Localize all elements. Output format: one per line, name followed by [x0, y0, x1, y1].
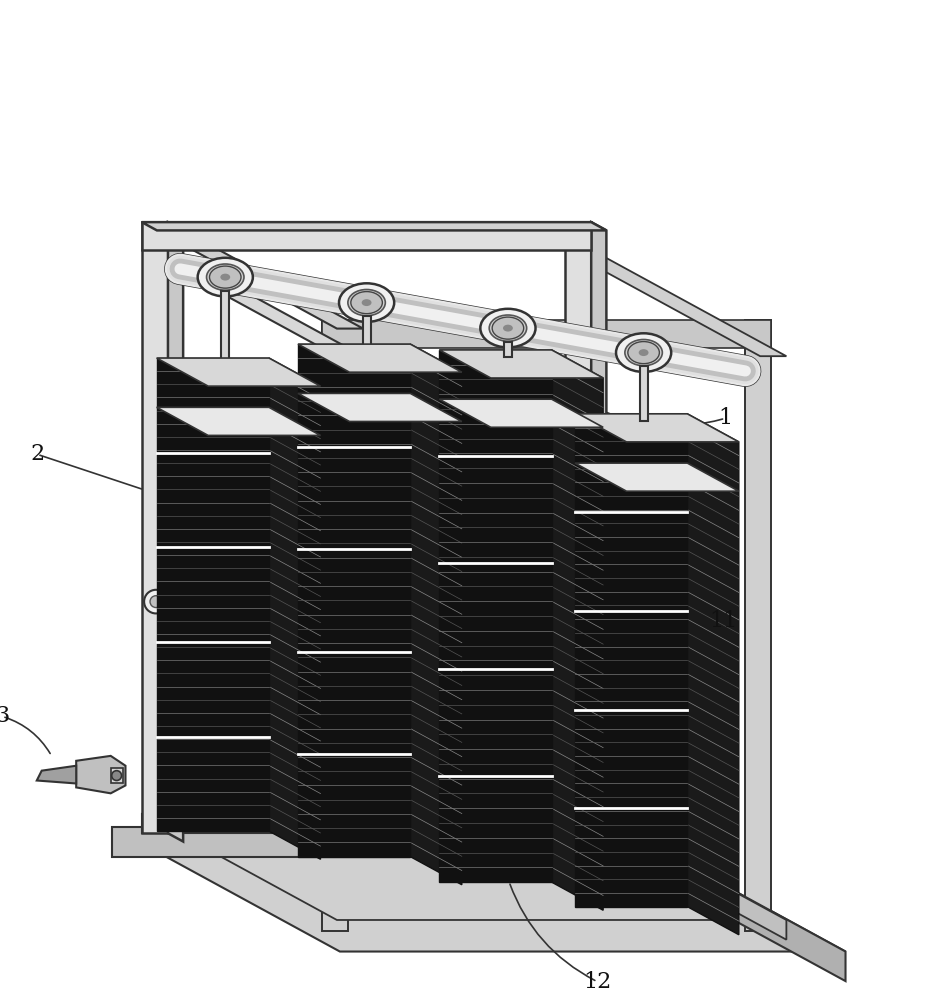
Polygon shape	[639, 366, 648, 421]
Polygon shape	[504, 342, 512, 357]
Ellipse shape	[210, 266, 241, 288]
Polygon shape	[142, 222, 591, 250]
Polygon shape	[575, 414, 688, 907]
Circle shape	[144, 590, 168, 613]
Polygon shape	[298, 393, 462, 421]
Polygon shape	[112, 827, 846, 952]
Polygon shape	[591, 814, 787, 940]
Ellipse shape	[348, 290, 386, 316]
Polygon shape	[157, 407, 320, 435]
Polygon shape	[298, 344, 410, 857]
Polygon shape	[111, 768, 123, 783]
Ellipse shape	[616, 333, 672, 372]
Polygon shape	[591, 222, 606, 842]
Polygon shape	[439, 350, 552, 882]
Polygon shape	[157, 358, 320, 386]
Ellipse shape	[489, 315, 526, 341]
Polygon shape	[76, 756, 125, 793]
Polygon shape	[745, 320, 771, 931]
Polygon shape	[322, 320, 771, 348]
Polygon shape	[37, 766, 76, 783]
Polygon shape	[565, 222, 591, 833]
Polygon shape	[142, 222, 606, 230]
Polygon shape	[575, 463, 739, 491]
Text: 11: 11	[709, 610, 737, 632]
Polygon shape	[565, 250, 787, 356]
Ellipse shape	[625, 339, 662, 366]
Text: 3: 3	[0, 705, 10, 727]
Polygon shape	[168, 222, 183, 842]
Ellipse shape	[206, 264, 244, 290]
Polygon shape	[410, 344, 462, 885]
Polygon shape	[363, 316, 371, 351]
Ellipse shape	[503, 325, 513, 332]
Text: 1: 1	[718, 407, 732, 429]
Polygon shape	[552, 350, 603, 910]
Circle shape	[150, 596, 162, 608]
Polygon shape	[221, 291, 229, 365]
Ellipse shape	[638, 349, 649, 356]
Text: 12: 12	[583, 971, 612, 993]
Polygon shape	[688, 414, 739, 935]
Polygon shape	[269, 358, 320, 859]
Polygon shape	[575, 414, 739, 442]
Ellipse shape	[628, 342, 659, 364]
Polygon shape	[322, 320, 348, 931]
Polygon shape	[439, 350, 603, 378]
Polygon shape	[157, 358, 269, 831]
Ellipse shape	[339, 283, 394, 322]
Polygon shape	[298, 344, 462, 372]
Polygon shape	[618, 827, 846, 981]
Polygon shape	[142, 222, 168, 833]
Polygon shape	[112, 827, 618, 857]
Polygon shape	[439, 399, 603, 427]
Polygon shape	[142, 814, 591, 833]
Ellipse shape	[198, 258, 253, 296]
Ellipse shape	[362, 299, 371, 306]
Ellipse shape	[112, 771, 122, 781]
Polygon shape	[142, 222, 363, 329]
Ellipse shape	[351, 292, 382, 314]
Polygon shape	[142, 250, 363, 356]
Polygon shape	[142, 814, 787, 920]
Ellipse shape	[492, 317, 523, 339]
Text: 2: 2	[30, 443, 45, 465]
Ellipse shape	[481, 309, 536, 347]
Ellipse shape	[220, 274, 230, 281]
